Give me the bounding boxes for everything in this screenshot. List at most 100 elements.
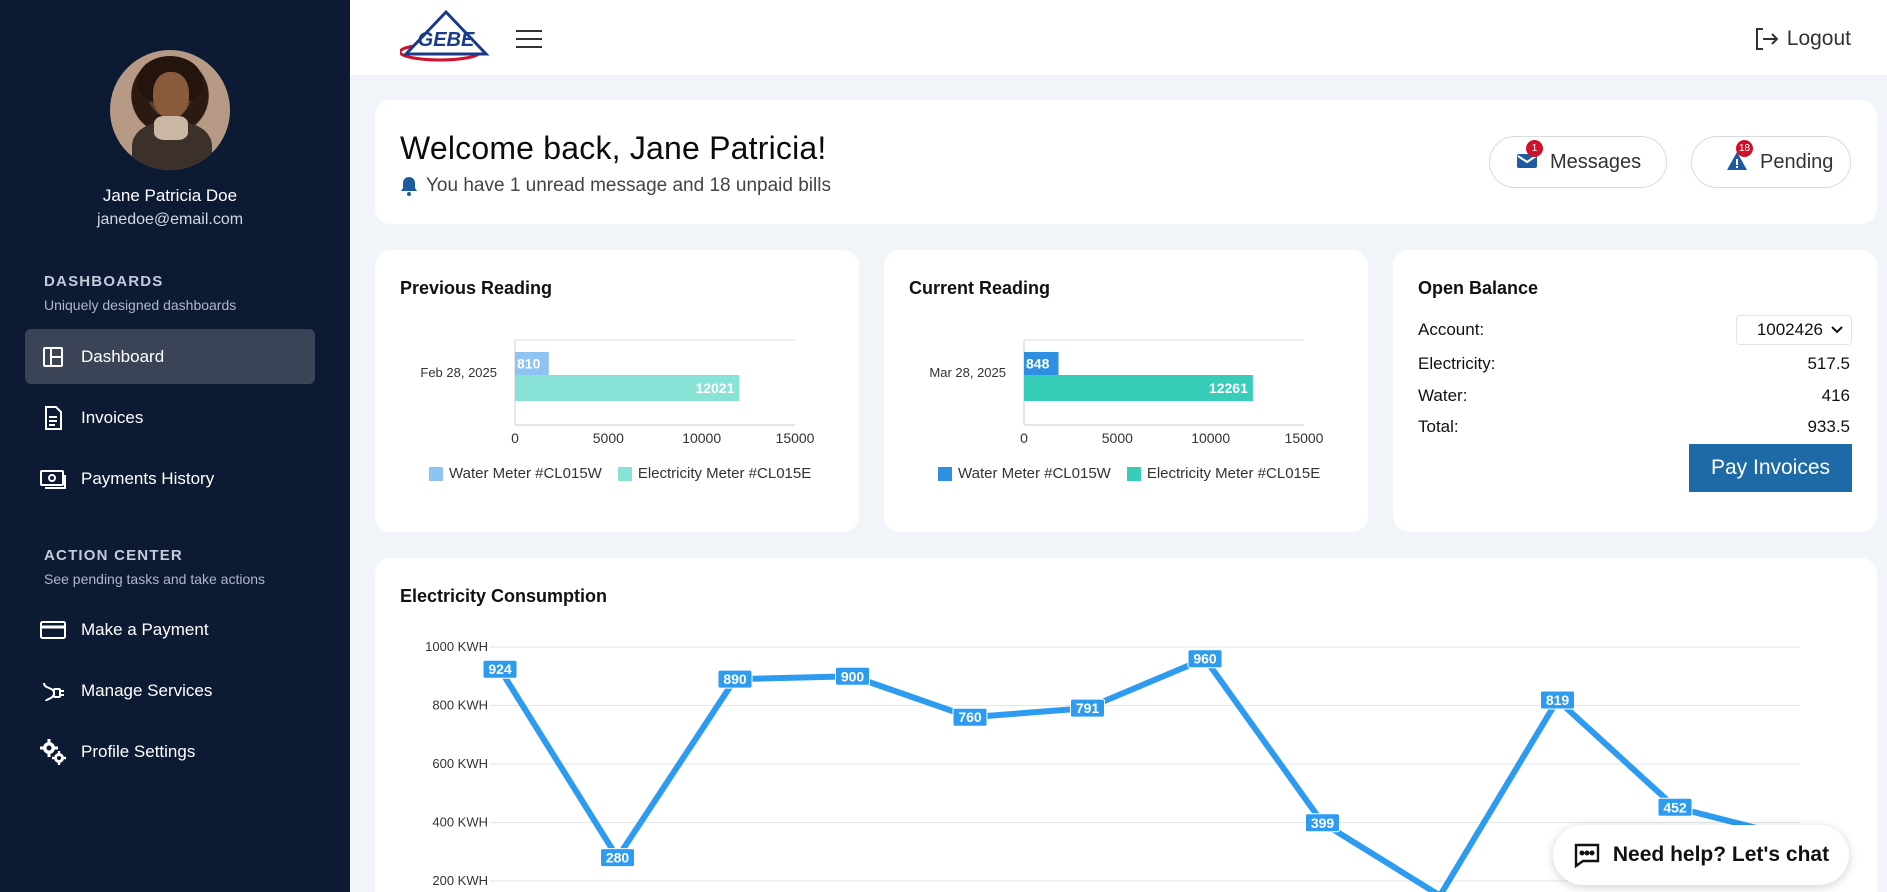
sidebar-item-payments-history[interactable]: Payments History (25, 451, 315, 506)
sidebar-item-profile-settings[interactable]: Profile Settings (25, 724, 315, 779)
open-balance-title: Open Balance (1418, 278, 1539, 298)
data-point-label-box (1305, 813, 1340, 833)
sidebar-item-label: Make a Payment (81, 619, 209, 639)
pending-label: Pending (1760, 150, 1834, 173)
data-point-label-box (1540, 690, 1575, 710)
data-point-label: 452 (1663, 799, 1687, 815)
total-label: Total: (1418, 417, 1459, 436)
sidebar-item-label: Dashboard (81, 346, 165, 366)
legend-label: Electricity Meter #CL015E (637, 465, 812, 482)
total-row: Total: 933.5 (1418, 417, 1850, 437)
account-value: 1002426 (1756, 320, 1823, 339)
x-tick-label: 10000 (682, 430, 721, 446)
electricity-value: 517.5 (1807, 354, 1850, 373)
legend-item-water[interactable]: Water Meter #CL015W (429, 465, 602, 482)
bar-data-label: 810 (517, 356, 541, 372)
menu-toggle-button[interactable] (516, 30, 542, 48)
svg-text:GEBE: GEBE (418, 29, 475, 51)
x-tick-label: 15000 (1285, 430, 1324, 446)
legend-label: Electricity Meter #CL015E (1146, 465, 1321, 482)
data-point-label-box (1187, 649, 1223, 669)
electricity-consumption-title: Electricity Consumption (400, 586, 608, 606)
company-logo[interactable]: GEBE (400, 8, 492, 64)
plug-icon (39, 677, 67, 705)
data-point-label-box (952, 707, 988, 727)
bar-data-label: 12021 (695, 380, 734, 396)
water-meter-bar (1024, 352, 1059, 375)
document-icon (39, 404, 67, 432)
sidebar-item-label: Manage Services (81, 680, 213, 700)
legend-label: Water Meter #CL015W (958, 465, 1111, 482)
messages-label: Messages (1550, 150, 1642, 173)
messages-button[interactable]: 1 Messages (1489, 136, 1667, 188)
messages-badge: 1 (1526, 140, 1543, 157)
dashboards-section-subtitle: Uniquely designed dashboards (44, 297, 237, 313)
water-row: Water: 416 (1418, 386, 1850, 406)
action-center-section-title: ACTION CENTER (44, 547, 183, 564)
sidebar-item-label: Profile Settings (81, 741, 196, 761)
previous-reading-card: Previous Reading 0 5000 10000 15000 Feb 28, … (375, 250, 859, 532)
chat-help-button[interactable]: Need help? Let's chat (1553, 825, 1849, 885)
data-point-label-box (1657, 797, 1693, 817)
credit-card-icon (39, 616, 67, 644)
pending-button[interactable]: 18 Pending (1691, 136, 1851, 188)
sidebar-item-manage-services[interactable]: Manage Services (25, 663, 315, 718)
pay-invoices-button[interactable]: Pay Invoices (1689, 444, 1852, 492)
logout-button[interactable]: Logout (1753, 26, 1851, 52)
electricity-consumption-chart: 1000 KWH 800 KWH 600 KWH 400 KWH 200 KWH 924 2… (425, 639, 1800, 892)
current-reading-card: Current Reading 0 5000 10000 15000 Mar 28, 2… (884, 250, 1368, 532)
logout-icon (1755, 28, 1779, 50)
data-point-label-box (482, 659, 518, 679)
dashboard-icon (39, 343, 67, 371)
legend-label: Water Meter #CL015W (449, 465, 602, 482)
avatar[interactable] (110, 50, 230, 170)
logout-label: Logout (1786, 27, 1851, 50)
x-tick-label: 0 (511, 430, 519, 446)
x-tick-label: 15000 (776, 430, 815, 446)
account-label: Account: (1418, 320, 1485, 339)
data-point-label: 819 (1546, 692, 1570, 708)
y-tick-label: 200 KWH (432, 873, 488, 888)
bar-data-label: 12261 (1209, 380, 1248, 396)
sidebar-item-make-payment[interactable]: Make a Payment (25, 602, 315, 657)
welcome-title: Welcome back, Jane Patricia! (400, 130, 827, 166)
data-point-label: 924 (488, 661, 512, 677)
category-label: Feb 28, 2025 (420, 365, 497, 380)
chat-icon (1574, 843, 1600, 868)
sidebar: Jane Patricia Doe janedoe@email.com DASH… (0, 0, 350, 892)
account-row: Account: (1418, 320, 1850, 340)
chat-label: Need help? Let's chat (1612, 843, 1830, 866)
data-point-label-box (600, 848, 635, 868)
legend-item-electricity[interactable]: Electricity Meter #CL015E (1126, 465, 1321, 482)
data-point-label-box (717, 669, 753, 689)
action-center-section-subtitle: See pending tasks and take actions (44, 571, 266, 587)
sidebar-item-dashboard[interactable]: Dashboard (25, 329, 315, 384)
bar-data-label: 848 (1026, 356, 1050, 372)
total-value: 933.5 (1807, 417, 1850, 436)
money-icon (39, 465, 67, 493)
data-point-label-box (1070, 698, 1105, 718)
account-select[interactable]: 1002426 (1736, 315, 1852, 345)
welcome-card: Welcome back, Jane Patricia! You have 1 … (375, 100, 1877, 224)
current-reading-legend: Water Meter #CL015W Electricity Meter #C… (938, 465, 1336, 482)
y-tick-label: 800 KWH (432, 698, 488, 713)
y-tick-label: 600 KWH (432, 756, 488, 771)
data-point-label: 960 (1193, 651, 1217, 667)
warning-icon: 18 (1726, 140, 1754, 174)
dashboards-section-title: DASHBOARDS (44, 273, 164, 290)
previous-reading-title: Previous Reading (400, 278, 553, 298)
sidebar-item-invoices[interactable]: Invoices (25, 390, 315, 445)
notification-summary: You have 1 unread message and 18 unpaid … (426, 175, 831, 196)
data-point-label-box (835, 666, 870, 686)
legend-item-water[interactable]: Water Meter #CL015W (938, 465, 1111, 482)
consumption-line (497, 655, 1794, 892)
water-meter-bar (515, 352, 549, 375)
user-email: janedoe@email.com (96, 211, 244, 228)
legend-item-electricity[interactable]: Electricity Meter #CL015E (617, 465, 812, 482)
user-name: Jane Patricia Doe (102, 186, 238, 205)
previous-reading-legend: Water Meter #CL015W Electricity Meter #C… (429, 465, 827, 482)
data-point-label: 399 (1311, 815, 1335, 831)
pending-badge: 18 (1736, 140, 1754, 157)
y-tick-label: 1000 KWH (425, 639, 488, 654)
x-tick-label: 5000 (1102, 430, 1133, 446)
